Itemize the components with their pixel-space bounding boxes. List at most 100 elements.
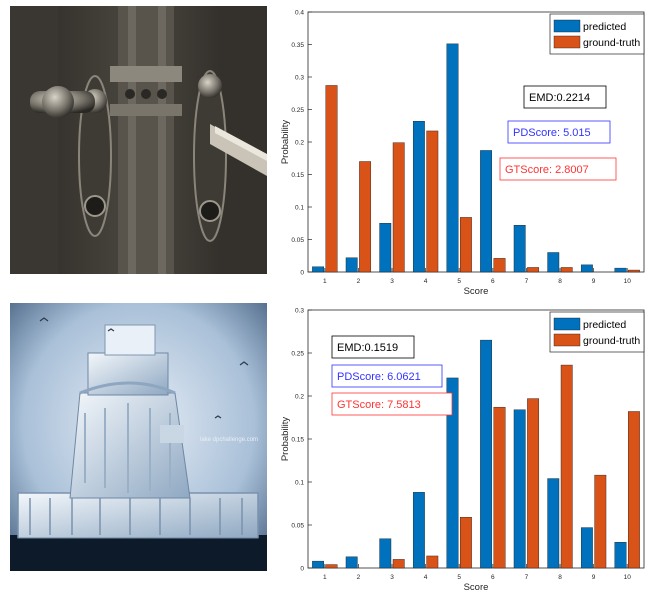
bar-ground-truth-1 xyxy=(325,564,338,569)
bar-ground-truth-4 xyxy=(426,555,439,569)
x-tick-label: 5 xyxy=(457,574,461,581)
x-axis-label: Score xyxy=(464,582,489,593)
bar-predicted-5 xyxy=(446,43,459,273)
bar-predicted-2 xyxy=(345,257,358,273)
legend-swatch-ground-truth xyxy=(553,35,581,49)
ice-lighthouse-image: lake dpchallenge.com xyxy=(10,303,267,571)
x-tick-label: 6 xyxy=(491,278,495,285)
bar-predicted-3 xyxy=(379,538,392,569)
legend-swatch-predicted xyxy=(553,19,581,33)
y-tick-label: 0.3 xyxy=(295,75,304,82)
annotation-box xyxy=(331,364,443,388)
bar-predicted-4 xyxy=(412,492,425,569)
bar-predicted-5 xyxy=(446,377,459,569)
x-tick-label: 6 xyxy=(491,574,495,581)
x-tick-label: 10 xyxy=(624,278,632,285)
bar-predicted-8 xyxy=(547,478,560,569)
bar-ground-truth-7 xyxy=(527,267,540,273)
bar-ground-truth-7 xyxy=(527,398,540,569)
y-tick-label: 0.25 xyxy=(291,351,304,358)
x-tick-label: 8 xyxy=(558,574,562,581)
x-tick-label: 2 xyxy=(357,278,361,285)
bar-predicted-6 xyxy=(480,339,493,569)
chart-bottom-svg: 0 0.05 0.1 0.15 0.2 0.25 0.3 1 2 3 4 5 6 7 8 9 10 Score Pr… xyxy=(280,308,645,593)
bar-predicted-2 xyxy=(345,556,358,569)
y-axis-label: Probability xyxy=(280,120,291,165)
chart-top: 0 0.05 0.1 0.15 0.2 0.25 0.3 0.35 0.4 1 2 3 4 5 6 7 8 9 10… xyxy=(276,2,648,298)
y-axis-label: Probability xyxy=(280,417,291,462)
x-tick-label: 7 xyxy=(525,278,529,285)
legend-label-ground-truth: ground-truth xyxy=(583,335,640,347)
x-tick-label: 7 xyxy=(525,574,529,581)
bar-ground-truth-3 xyxy=(392,559,405,569)
y-tick-label: 0.4 xyxy=(295,10,304,17)
y-tick-label: 0.05 xyxy=(291,237,304,244)
y-tick-label: 0.1 xyxy=(295,480,304,487)
annotation-box xyxy=(523,85,607,109)
y-tick-label: 0 xyxy=(300,270,304,277)
annotation-text: EMD:0.1519 xyxy=(337,342,398,354)
bar-predicted-8 xyxy=(547,252,560,273)
bar-ground-truth-6 xyxy=(493,406,506,569)
x-tick-label: 3 xyxy=(390,278,394,285)
legend-label-ground-truth: ground-truth xyxy=(583,37,640,49)
bar-ground-truth-3 xyxy=(392,142,405,273)
y-tick-label: 0.05 xyxy=(291,523,304,530)
bar-predicted-9 xyxy=(580,264,593,273)
door-handles-photo xyxy=(10,6,267,274)
y-tick-label: 0.35 xyxy=(291,42,304,49)
x-tick-label: 1 xyxy=(323,574,327,581)
x-tick-label: 9 xyxy=(592,574,596,581)
chart-bottom: 0 0.05 0.1 0.15 0.2 0.25 0.3 1 2 3 4 5 6 7 8 9 10 Score Pr… xyxy=(276,300,648,593)
ice-lighthouse-photo: lake dpchallenge.com xyxy=(10,303,267,571)
x-tick-label: 10 xyxy=(624,574,632,581)
bar-predicted-10 xyxy=(614,267,627,273)
x-tick-label: 8 xyxy=(558,278,562,285)
annotation-box xyxy=(331,335,415,359)
bar-predicted-9 xyxy=(580,527,593,569)
bar-ground-truth-1 xyxy=(325,85,338,273)
bar-ground-truth-9 xyxy=(594,474,607,569)
x-tick-label: 9 xyxy=(592,278,596,285)
x-tick-label: 5 xyxy=(457,278,461,285)
bar-ground-truth-10 xyxy=(628,411,640,569)
chart-top-svg: 0 0.05 0.1 0.15 0.2 0.25 0.3 0.35 0.4 1 2 3 4 5 6 7 8 9 10… xyxy=(280,10,645,297)
annotation-box xyxy=(499,157,617,181)
bar-ground-truth-8 xyxy=(560,267,573,273)
annotation-box xyxy=(331,392,453,416)
bar-predicted-7 xyxy=(513,224,526,273)
x-tick-label: 4 xyxy=(424,574,428,581)
x-tick-label: 1 xyxy=(323,278,327,285)
bar-ground-truth-6 xyxy=(493,258,506,273)
legend-swatch-predicted xyxy=(553,317,581,331)
bar-predicted-6 xyxy=(480,150,493,273)
y-tick-label: 0.3 xyxy=(295,308,304,315)
annotation-text: GTScore: 2.8007 xyxy=(505,164,589,176)
x-tick-label: 2 xyxy=(357,574,361,581)
annotation-text: PDScore: 5.015 xyxy=(513,127,591,139)
x-tick-label: 3 xyxy=(390,574,394,581)
bar-ground-truth-8 xyxy=(560,364,573,569)
bar-ground-truth-5 xyxy=(459,217,472,273)
y-tick-label: 0.15 xyxy=(291,437,304,444)
annotation-box xyxy=(507,120,611,144)
bar-ground-truth-10 xyxy=(628,269,640,273)
legend-label-predicted: predicted xyxy=(583,319,626,331)
annotation-text: PDScore: 6.0621 xyxy=(337,371,421,383)
bar-predicted-4 xyxy=(412,120,425,273)
bar-predicted-10 xyxy=(614,541,627,569)
door-handles-image xyxy=(10,6,267,274)
bar-predicted-7 xyxy=(513,409,526,569)
annotation-text: GTScore: 7.5813 xyxy=(337,399,421,411)
bar-ground-truth-4 xyxy=(426,130,439,273)
y-tick-label: 0.2 xyxy=(295,394,304,401)
bar-predicted-1 xyxy=(312,560,324,569)
bar-ground-truth-5 xyxy=(459,517,472,569)
y-tick-label: 0.25 xyxy=(291,107,304,114)
y-tick-label: 0.2 xyxy=(295,140,304,147)
legend-swatch-ground-truth xyxy=(553,333,581,347)
x-tick-label: 4 xyxy=(424,278,428,285)
y-tick-label: 0.1 xyxy=(295,205,304,212)
bar-predicted-1 xyxy=(312,266,324,273)
y-tick-label: 0.15 xyxy=(291,172,304,179)
